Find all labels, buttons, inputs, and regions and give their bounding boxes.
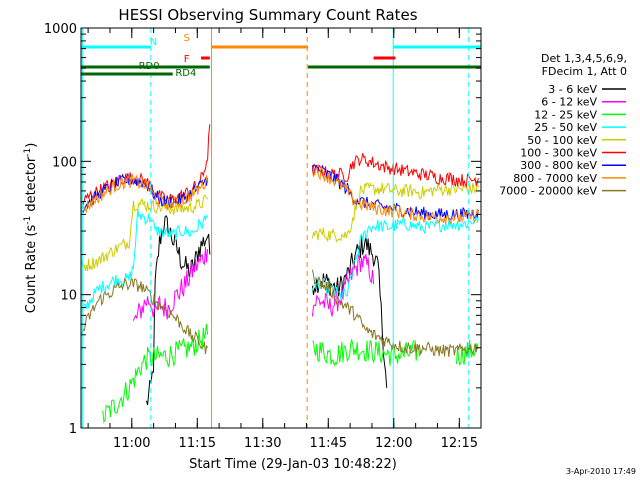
series-line-6-12-kev bbox=[132, 246, 209, 321]
y-axis-label-part: detector bbox=[24, 156, 39, 216]
series-line-100-300-kev bbox=[311, 153, 479, 189]
legend: Det 1,3,4,5,6,9,FDecim 1, Att 0 3 - 6 keV… bbox=[499, 52, 627, 198]
legend-label-6-12-kev: 6 - 12 keV bbox=[541, 96, 597, 109]
plot-frame bbox=[80, 27, 482, 429]
y-axis-label-part: Count Rate (s bbox=[24, 225, 39, 314]
chart-title: HESSI Observing Summary Count Rates bbox=[118, 6, 417, 24]
series-line-800-7000-kev bbox=[311, 165, 479, 225]
series-line-6-12-kev bbox=[311, 252, 375, 317]
x-tick-label: 12:15 bbox=[441, 436, 478, 451]
state-bar-label-n: N bbox=[150, 37, 157, 48]
series-line-3-6-kev bbox=[146, 215, 211, 406]
state-bar-label-rd0: RD0 bbox=[139, 61, 160, 72]
series-line-7000-20000-kev bbox=[311, 269, 479, 358]
series-line-12-25-kev bbox=[312, 338, 422, 367]
y-axis-label: Count Rate (s-1 detector-1) bbox=[23, 143, 39, 314]
x-tick-label: 11:30 bbox=[244, 436, 281, 451]
x-tick-label: 11:15 bbox=[179, 436, 216, 451]
legend-header-line: Det 1,3,4,5,6,9, bbox=[541, 52, 627, 65]
y-tick-label: 1 bbox=[69, 422, 77, 437]
series-line-800-7000-kev bbox=[80, 172, 209, 217]
y-axis-label-part: -1 bbox=[23, 216, 33, 225]
y-axis-label-part: ) bbox=[24, 143, 39, 148]
legend-label-800-7000-kev: 800 - 7000 keV bbox=[513, 172, 597, 185]
series-line-12-25-kev bbox=[456, 339, 479, 367]
series-line-25-50-kev bbox=[311, 213, 479, 301]
plot-area: N SF RD0 RD4 1 10 100 1000 11:00 11:15 11:30 11:45 1… bbox=[44, 22, 482, 451]
legend-label-7000-20000-kev: 7000 - 20000 keV bbox=[499, 185, 597, 198]
y-tick-label: 1000 bbox=[44, 22, 77, 37]
date-stamp: 3-Apr-2010 17:49 bbox=[566, 467, 636, 476]
state-bar-label-s: S bbox=[183, 33, 189, 44]
series-line-12-25-kev bbox=[102, 324, 209, 424]
series-line-50-100-kev bbox=[80, 194, 208, 272]
y-tick-label: 100 bbox=[52, 155, 77, 170]
legend-label-3-6-kev: 3 - 6 keV bbox=[548, 83, 597, 96]
legend-label-50-100-kev: 50 - 100 keV bbox=[527, 134, 597, 147]
legend-label-25-50-kev: 25 - 50 keV bbox=[534, 121, 597, 134]
y-tick-label: 10 bbox=[60, 289, 77, 304]
y-axis-label-text: Count Rate (s-1 detector-1) bbox=[23, 143, 39, 314]
series-line-300-800-kev bbox=[311, 164, 479, 223]
legend-label-300-800-kev: 300 - 800 keV bbox=[520, 159, 597, 172]
legend-header-line: FDecim 1, Att 0 bbox=[542, 65, 627, 78]
x-tick-label: 12:00 bbox=[375, 436, 412, 451]
series-line-50-100-kev bbox=[311, 182, 479, 243]
state-bar-label-rd4: RD4 bbox=[175, 68, 196, 79]
x-axis-label: Start Time (29-Jan-03 10:48:22) bbox=[189, 457, 397, 472]
y-axis-label-part: -1 bbox=[23, 148, 33, 157]
series-line-7000-20000-kev bbox=[80, 277, 209, 355]
legend-label-100-300-kev: 100 - 300 keV bbox=[520, 147, 597, 160]
x-tick-label: 11:00 bbox=[113, 436, 150, 451]
state-bar-label-f: F bbox=[184, 54, 190, 65]
series-line-25-50-kev bbox=[80, 208, 209, 313]
x-tick-label: 11:45 bbox=[310, 436, 347, 451]
legend-label-12-25-kev: 12 - 25 keV bbox=[534, 108, 597, 121]
